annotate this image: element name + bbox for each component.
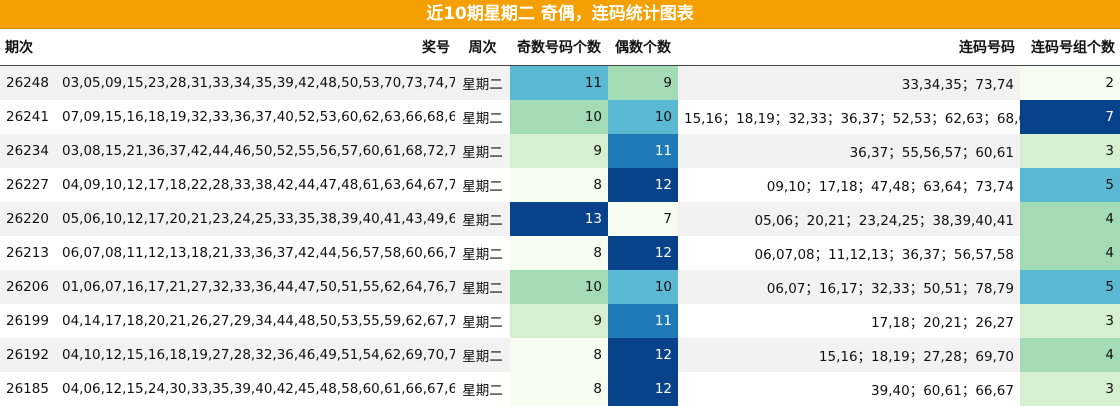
cell-odd: 10 — [510, 270, 608, 304]
cell-period: 26248 — [0, 66, 56, 101]
cell-groups: 5 — [1020, 270, 1120, 304]
header-row: 期次 奖号 周次 奇数号码个数 偶数个数 连码号码 连码号组个数 — [0, 29, 1120, 66]
header-numbers: 奖号 — [56, 29, 455, 66]
cell-period: 26199 — [0, 304, 56, 338]
cell-weekday: 星期二 — [455, 270, 510, 304]
cell-consec: 17,18；20,21；26,27 — [678, 304, 1020, 338]
header-consec: 连码号码 — [678, 29, 1020, 66]
cell-odd: 8 — [510, 168, 608, 202]
cell-even: 10 — [608, 100, 678, 134]
cell-even: 11 — [608, 134, 678, 168]
cell-weekday: 星期二 — [455, 100, 510, 134]
header-weekday: 周次 — [455, 29, 510, 66]
cell-weekday: 星期二 — [455, 372, 510, 406]
cell-weekday: 星期二 — [455, 338, 510, 372]
cell-weekday: 星期二 — [455, 236, 510, 270]
cell-numbers: 04,09,10,12,17,18,22,28,33,38,42,44,47,4… — [56, 168, 455, 202]
cell-numbers: 01,06,07,16,17,21,27,32,33,36,44,47,50,5… — [56, 270, 455, 304]
header-odd: 奇数号码个数 — [510, 29, 608, 66]
cell-consec: 09,10；17,18；47,48；63,64；73,74 — [678, 168, 1020, 202]
cell-numbers: 05,06,10,12,17,20,21,23,24,25,33,35,38,3… — [56, 202, 455, 236]
cell-odd: 8 — [510, 236, 608, 270]
cell-odd: 8 — [510, 338, 608, 372]
header-groups: 连码号组个数 — [1020, 29, 1120, 66]
cell-even: 9 — [608, 66, 678, 101]
cell-weekday: 星期二 — [455, 168, 510, 202]
cell-consec: 06,07,08；11,12,13；36,37；56,57,58 — [678, 236, 1020, 270]
cell-numbers: 06,07,08,11,12,13,18,21,33,36,37,42,44,5… — [56, 236, 455, 270]
cell-period: 26213 — [0, 236, 56, 270]
cell-even: 12 — [608, 338, 678, 372]
header-period: 期次 — [0, 29, 56, 66]
cell-consec: 15,16；18,19；32,33；36,37；52,53；62,63；68,6… — [678, 100, 1020, 134]
cell-groups: 2 — [1020, 66, 1120, 101]
cell-groups: 3 — [1020, 304, 1120, 338]
cell-consec: 15,16；18,19；27,28；69,70 — [678, 338, 1020, 372]
cell-numbers: 04,06,12,15,24,30,33,35,39,40,42,45,48,5… — [56, 372, 455, 406]
cell-weekday: 星期二 — [455, 202, 510, 236]
cell-period: 26234 — [0, 134, 56, 168]
cell-even: 12 — [608, 168, 678, 202]
cell-odd: 8 — [510, 372, 608, 406]
cell-consec: 33,34,35；73,74 — [678, 66, 1020, 101]
cell-groups: 3 — [1020, 372, 1120, 406]
cell-numbers: 04,14,17,18,20,21,26,27,29,34,44,48,50,5… — [56, 304, 455, 338]
cell-period: 26185 — [0, 372, 56, 406]
cell-odd: 11 — [510, 66, 608, 101]
cell-odd: 13 — [510, 202, 608, 236]
cell-weekday: 星期二 — [455, 134, 510, 168]
cell-period: 26206 — [0, 270, 56, 304]
cell-numbers: 07,09,15,16,18,19,32,33,36,37,40,52,53,6… — [56, 100, 455, 134]
cell-groups: 4 — [1020, 202, 1120, 236]
cell-period: 26220 — [0, 202, 56, 236]
cell-consec: 36,37；55,56,57；60,61 — [678, 134, 1020, 168]
cell-groups: 3 — [1020, 134, 1120, 168]
cell-groups: 4 — [1020, 338, 1120, 372]
cell-weekday: 星期二 — [455, 304, 510, 338]
cell-consec: 06,07；16,17；32,33；50,51；78,79 — [678, 270, 1020, 304]
cell-period: 26241 — [0, 100, 56, 134]
cell-even: 10 — [608, 270, 678, 304]
cell-odd: 9 — [510, 304, 608, 338]
cell-even: 12 — [608, 236, 678, 270]
cell-groups: 7 — [1020, 100, 1120, 134]
cell-even: 7 — [608, 202, 678, 236]
cell-consec: 39,40；60,61；66,67 — [678, 372, 1020, 406]
cell-numbers: 03,05,09,15,23,28,31,33,34,35,39,42,48,5… — [56, 66, 455, 101]
header-even: 偶数个数 — [608, 29, 678, 66]
cell-weekday: 星期二 — [455, 66, 510, 101]
cell-odd: 9 — [510, 134, 608, 168]
chart-title: 近10期星期二 奇偶，连码统计图表 — [0, 0, 1120, 29]
cell-consec: 05,06；20,21；23,24,25；38,39,40,41 — [678, 202, 1020, 236]
cell-period: 26192 — [0, 338, 56, 372]
cell-groups: 4 — [1020, 236, 1120, 270]
cell-even: 11 — [608, 304, 678, 338]
cell-even: 12 — [608, 372, 678, 406]
cell-period: 26227 — [0, 168, 56, 202]
cell-odd: 10 — [510, 100, 608, 134]
cell-groups: 5 — [1020, 168, 1120, 202]
cell-numbers: 04,10,12,15,16,18,19,27,28,32,36,46,49,5… — [56, 338, 455, 372]
cell-numbers: 03,08,15,21,36,37,42,44,46,50,52,55,56,5… — [56, 134, 455, 168]
